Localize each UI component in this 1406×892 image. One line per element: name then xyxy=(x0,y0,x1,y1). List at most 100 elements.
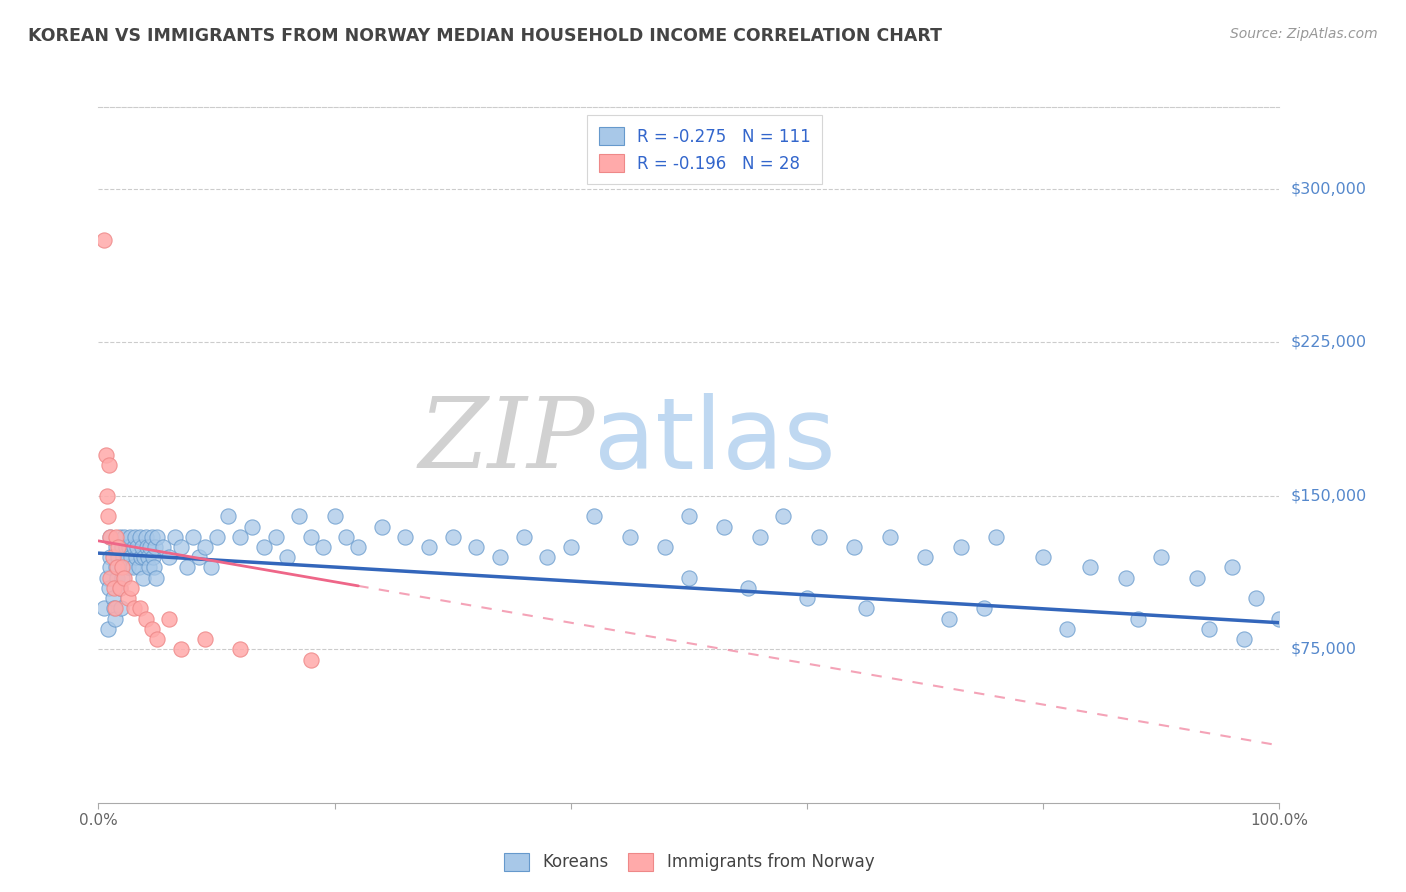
Point xyxy=(128,560,150,574)
Point xyxy=(1032,550,1054,565)
Point xyxy=(512,530,534,544)
Point xyxy=(111,560,134,574)
Point xyxy=(121,581,143,595)
Point xyxy=(299,530,322,544)
Point xyxy=(141,530,163,544)
Point xyxy=(914,550,936,565)
Point xyxy=(135,530,157,544)
Point xyxy=(1150,550,1173,565)
Point xyxy=(117,560,139,574)
Point xyxy=(142,560,165,574)
Point xyxy=(1244,591,1267,606)
Point xyxy=(217,509,239,524)
Point xyxy=(110,601,132,615)
Point xyxy=(181,530,204,544)
Point xyxy=(1126,612,1149,626)
Point xyxy=(104,612,127,626)
Point xyxy=(583,509,606,524)
Point xyxy=(1080,560,1102,574)
Point xyxy=(1115,571,1137,585)
Point xyxy=(879,530,901,544)
Point xyxy=(619,530,641,544)
Point xyxy=(165,530,187,544)
Point xyxy=(98,530,121,544)
Point xyxy=(108,581,131,595)
Point xyxy=(1185,571,1208,585)
Point xyxy=(441,530,464,544)
Point xyxy=(194,632,217,646)
Point xyxy=(142,550,165,565)
Point xyxy=(240,519,263,533)
Point xyxy=(170,642,193,657)
Point xyxy=(131,540,153,554)
Point xyxy=(371,519,394,533)
Point xyxy=(678,509,700,524)
Point xyxy=(127,540,149,554)
Point xyxy=(125,550,148,565)
Point xyxy=(107,550,129,565)
Point xyxy=(105,560,128,574)
Text: $225,000: $225,000 xyxy=(1291,334,1367,350)
Point xyxy=(112,571,135,585)
Point xyxy=(187,550,209,565)
Point xyxy=(138,560,160,574)
Point xyxy=(121,560,143,574)
Point xyxy=(98,530,121,544)
Point xyxy=(146,632,169,646)
Point xyxy=(111,571,134,585)
Point xyxy=(111,540,134,554)
Point xyxy=(176,560,198,574)
Point xyxy=(194,540,217,554)
Point xyxy=(394,530,416,544)
Point xyxy=(489,550,512,565)
Point xyxy=(772,509,794,524)
Point xyxy=(678,571,700,585)
Point xyxy=(855,601,877,615)
Point xyxy=(1198,622,1220,636)
Point xyxy=(143,540,166,554)
Point xyxy=(104,601,127,615)
Point xyxy=(96,571,118,585)
Point xyxy=(737,581,759,595)
Point xyxy=(107,540,129,554)
Point xyxy=(94,448,117,462)
Point xyxy=(973,601,995,615)
Point xyxy=(124,530,146,544)
Point xyxy=(418,540,440,554)
Point xyxy=(229,642,252,657)
Point xyxy=(118,540,141,554)
Point xyxy=(299,652,322,666)
Legend: Koreans, Immigrants from Norway: Koreans, Immigrants from Norway xyxy=(496,846,882,878)
Text: $150,000: $150,000 xyxy=(1291,488,1367,503)
Point xyxy=(122,601,145,615)
Point xyxy=(949,540,972,554)
Point xyxy=(93,233,115,247)
Point xyxy=(114,540,136,554)
Point xyxy=(98,550,121,565)
Point xyxy=(129,550,152,565)
Point xyxy=(152,540,174,554)
Point xyxy=(117,591,139,606)
Point xyxy=(1056,622,1078,636)
Point xyxy=(205,530,228,544)
Point xyxy=(844,540,866,554)
Text: $75,000: $75,000 xyxy=(1291,642,1357,657)
Point xyxy=(112,530,135,544)
Point xyxy=(122,540,145,554)
Text: atlas: atlas xyxy=(595,392,837,490)
Point xyxy=(98,458,121,472)
Point xyxy=(200,560,222,574)
Point xyxy=(98,581,121,595)
Point xyxy=(536,550,558,565)
Point xyxy=(1233,632,1256,646)
Point xyxy=(229,530,252,544)
Point xyxy=(132,571,155,585)
Point xyxy=(97,509,120,524)
Point xyxy=(146,530,169,544)
Point xyxy=(170,540,193,554)
Point xyxy=(128,601,150,615)
Point xyxy=(145,571,167,585)
Point xyxy=(105,540,128,554)
Point xyxy=(347,540,370,554)
Point xyxy=(105,530,128,544)
